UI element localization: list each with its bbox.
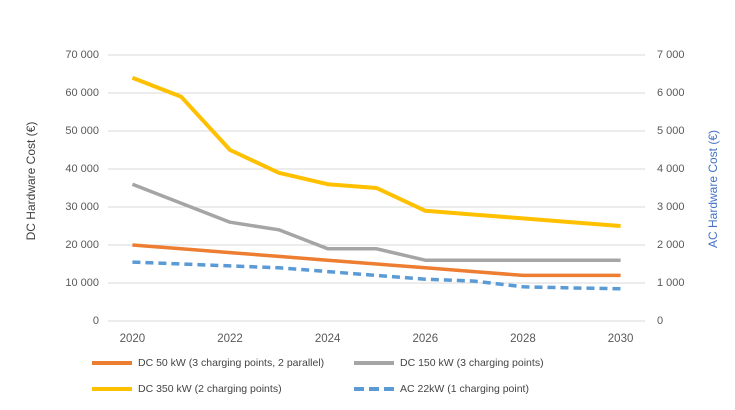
left-y-tick-label: 40 000 (65, 163, 99, 175)
x-tick-label: 2030 (607, 333, 634, 345)
legend-line-swatch (92, 361, 132, 365)
right-y-tick-label: 2 000 (657, 239, 685, 251)
legend-label: AC 22kW (1 charging point) (400, 383, 529, 395)
left-y-tick-label: 0 (92, 315, 99, 327)
right-y-tick-label: 5 000 (657, 125, 685, 137)
legend-item: AC 22kW (1 charging point) (354, 381, 529, 397)
series-line (131, 75, 621, 228)
right-y-tick-label: 0 (657, 315, 664, 327)
left-y-tick-label: 50 000 (65, 125, 99, 137)
legend-label: DC 150 kW (3 charging points) (400, 357, 544, 369)
left-y-tick-label: 70 000 (65, 49, 99, 61)
x-tick-label: 2022 (217, 333, 243, 345)
x-tick-label: 2026 (412, 333, 439, 345)
legend-item: DC 150 kW (3 charging points) (354, 355, 544, 371)
x-tick-label: 2028 (510, 333, 536, 345)
legend-line-swatch (92, 387, 132, 391)
right-y-tick-label: 3 000 (657, 201, 685, 213)
x-tick-label: 2024 (314, 333, 341, 345)
legend-label: DC 350 kW (2 charging points) (138, 383, 282, 395)
legend-line-swatch (354, 387, 394, 391)
series-line (132, 243, 621, 278)
left-y-tick-label: 10 000 (65, 277, 99, 289)
x-tick-label: 2020 (119, 333, 146, 345)
right-y-tick-label: 6 000 (657, 87, 685, 99)
right-y-tick-label: 4 000 (657, 163, 685, 175)
legend-line-swatch (354, 361, 394, 365)
legend-item: DC 350 kW (2 charging points) (92, 381, 282, 397)
left-y-tick-label: 60 000 (65, 87, 99, 99)
right-y-tick-label: 1 000 (657, 277, 685, 289)
right-y-tick-label: 7 000 (657, 49, 685, 61)
series-line (132, 260, 621, 291)
legend-item: DC 50 kW (3 charging points, 2 parallel) (92, 355, 324, 371)
series-line (131, 182, 621, 262)
left-y-tick-label: 30 000 (65, 201, 99, 213)
left-y-tick-label: 20 000 (65, 239, 99, 251)
legend-label: DC 50 kW (3 charging points, 2 parallel) (138, 357, 325, 369)
